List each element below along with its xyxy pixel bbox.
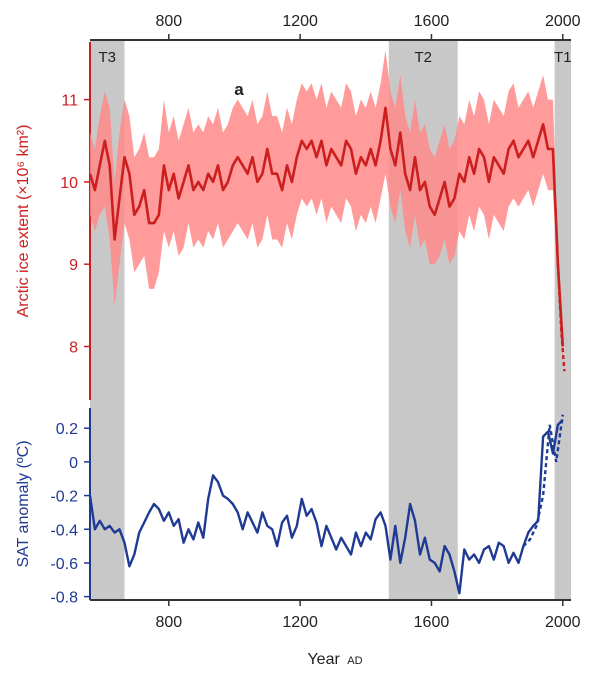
x-axis-label: Year xyxy=(307,651,340,668)
ice-y-tick-label-8: 8 xyxy=(69,340,78,357)
x-axis-label-suffix: AD xyxy=(347,655,362,667)
bottom-tick-label-800: 800 xyxy=(155,614,182,631)
ice-y-tick-label-10: 10 xyxy=(60,175,78,192)
ice-extent-line xyxy=(88,106,565,347)
period-label-t1: T1 xyxy=(554,49,572,66)
sat-y-tick-label-3: -0.2 xyxy=(50,489,78,506)
bottom-x-axis: 800 1200 1600 2000 xyxy=(90,599,581,631)
period-shade-t1 xyxy=(554,40,571,600)
sat-anomaly-panel: -0.8 -0.6 -0.4 -0.2 0 0.2 SAT anomaly (ºC) xyxy=(15,408,564,607)
ice-extent-observed-line xyxy=(556,264,566,372)
sat-y-tick-label-4: 0 xyxy=(69,455,78,472)
ice-y-axis-label: Arctic ice extent (×10⁶ km²) xyxy=(15,125,32,318)
top-tick-label-2000: 2000 xyxy=(545,13,581,30)
sat-y-axis-label: SAT anomaly (ºC) xyxy=(15,440,32,567)
sat-y-tick-label-2: -0.4 xyxy=(50,522,78,539)
ice-uncertainty-band xyxy=(90,50,563,363)
panel-label: a xyxy=(234,80,244,99)
bottom-tick-label-2000: 2000 xyxy=(545,614,581,631)
ice-extent-panel: 8 9 10 11 Arctic ice extent (×10⁶ km²) xyxy=(15,42,566,400)
x-axis-title: Year AD xyxy=(307,651,362,668)
sat-anomaly-observed-line xyxy=(522,414,564,547)
top-tick-label-1600: 1600 xyxy=(414,13,450,30)
sat-anomaly-line xyxy=(88,418,564,595)
sat-y-tick-label-1: -0.6 xyxy=(50,556,78,573)
period-label-t3: T3 xyxy=(98,49,116,66)
top-tick-label-800: 800 xyxy=(155,13,182,30)
ice-y-tick-label-9: 9 xyxy=(69,257,78,274)
period-label-t2: T2 xyxy=(414,49,432,66)
bottom-tick-label-1200: 1200 xyxy=(282,614,318,631)
ice-y-tick-label-11: 11 xyxy=(61,93,78,110)
sat-y-tick-label-0: -0.8 xyxy=(50,590,78,607)
sat-y-tick-label-5: 0.2 xyxy=(56,421,78,438)
bottom-tick-label-1600: 1600 xyxy=(414,614,450,631)
top-x-axis: 800 1200 1600 2000 xyxy=(90,13,581,41)
top-tick-label-1200: 1200 xyxy=(282,13,318,30)
